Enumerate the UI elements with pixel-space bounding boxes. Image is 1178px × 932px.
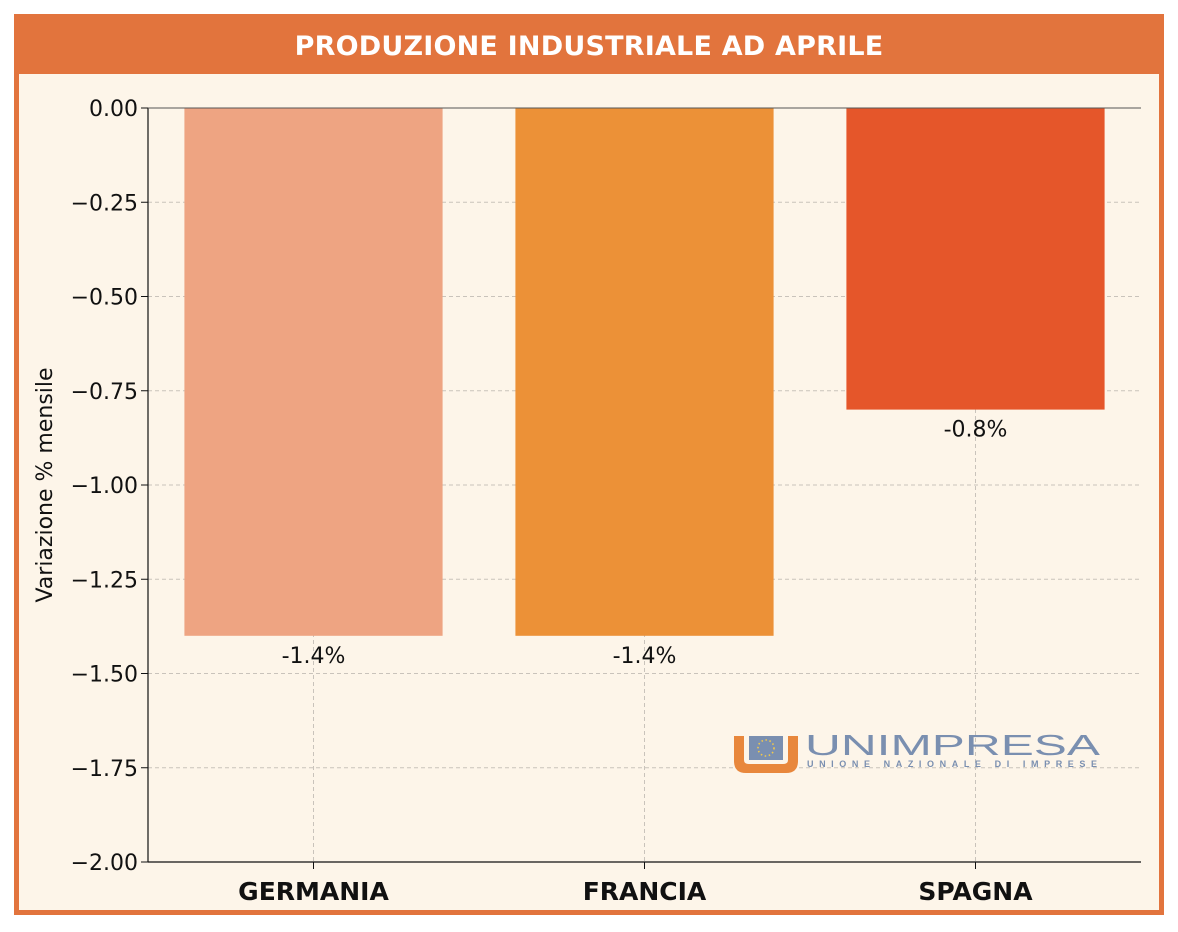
data-labels: -1.4% -1.4% -0.8% [282,418,1008,669]
y-tick-label: −0.75 [71,380,138,405]
bar-germania [184,108,443,636]
x-tick-label: GERMANIA [238,877,389,906]
bars [184,108,1105,636]
y-tick-label: −0.25 [71,191,138,216]
data-label: -0.8% [944,418,1008,443]
unimpresa-logo: UNIMPRESA UNIONE NAZIONALE DI IMPRESE [734,733,1101,773]
y-tick-label: −0.50 [71,286,138,311]
logo-tagline: UNIONE NAZIONALE DI IMPRESE [807,759,1097,769]
x-tick-label: FRANCIA [583,877,707,906]
logo-emblem-icon [734,736,798,773]
y-axis-label: Variazione % mensile [33,367,58,602]
bar-francia [515,108,774,636]
chart-title: PRODUZIONE INDUSTRIALE AD APRILE [19,19,1159,74]
bar-spagna [846,108,1105,410]
data-label: -1.4% [613,644,677,669]
y-tick-label: −1.25 [71,568,138,593]
y-axis-ticks: 0.00 −0.25 −0.50 −0.75 −1.00 −1.25 −1.50 −1.75 −… [71,97,148,876]
y-tick-label: −1.50 [71,663,138,688]
x-tick-label: SPAGNA [918,877,1033,906]
logo-wordmark: UNIMPRESA [805,733,1101,762]
y-tick-label: −2.00 [71,851,138,876]
y-tick-label: 0.00 [89,97,138,122]
y-tick-label: −1.75 [71,757,138,782]
y-tick-label: −1.00 [71,474,138,499]
x-axis-ticks: GERMANIA FRANCIA SPAGNA [238,862,1033,906]
data-label: -1.4% [282,644,346,669]
